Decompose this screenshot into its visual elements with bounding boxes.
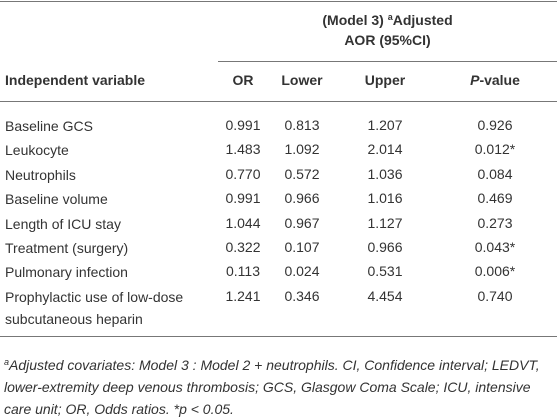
cell-value: 1.207 xyxy=(367,117,403,133)
row-label: Length of ICU stay xyxy=(5,215,121,232)
cell-value: 4.454 xyxy=(367,287,403,304)
cell-value: 0.966 xyxy=(284,190,320,207)
group-header-prefix: (Model 3) xyxy=(322,12,388,28)
group-rule xyxy=(218,61,557,62)
cell-value: 0.531 xyxy=(367,263,403,280)
cell-value: 0.113 xyxy=(226,263,260,280)
row-label: Baseline GCS xyxy=(5,118,93,134)
cell-value: 1.483 xyxy=(225,141,261,158)
cell-value: 1.127 xyxy=(367,214,403,231)
cell-value: 0.012* xyxy=(474,141,516,158)
cell-value: 0.572 xyxy=(284,165,320,182)
row-label: Leukocyte xyxy=(5,142,69,159)
cell-value: 0.967 xyxy=(284,214,320,231)
footnote-text: Adjusted covariates: Model 3 : Model 2 +… xyxy=(4,357,540,417)
column-header-italic: P xyxy=(470,72,480,88)
cell-value: 0.740 xyxy=(477,287,513,304)
bottom-rule xyxy=(0,336,557,337)
cell-value: 0.991 xyxy=(225,190,261,207)
cell-value: 0.926 xyxy=(477,117,513,133)
cell-value: 0.024 xyxy=(284,263,320,280)
column-header-rest: -value xyxy=(479,72,520,88)
cell-value: 0.043* xyxy=(474,239,516,255)
cell-value: 0.346 xyxy=(284,287,320,304)
header-rule xyxy=(0,101,557,102)
cell-value: 0.469 xyxy=(477,190,513,207)
cell-value: 0.273 xyxy=(477,214,513,231)
cell-value: 1.036 xyxy=(367,165,403,182)
footnote: aAdjusted covariates: Model 3 : Model 2 … xyxy=(4,354,552,420)
cell-value: 1.016 xyxy=(367,190,403,207)
cell-value: 1.092 xyxy=(284,141,320,158)
cell-value: 2.014 xyxy=(367,141,403,158)
cell-value: 0.084 xyxy=(477,165,513,182)
cell-value: 0.006* xyxy=(474,263,516,280)
row-label: Neutrophils xyxy=(5,166,76,183)
group-header: (Model 3) aAdjusted AOR (95%CI) xyxy=(218,10,557,50)
column-header: Upper xyxy=(364,72,406,88)
column-header: Independent variable xyxy=(5,72,146,88)
cell-value: 0.107 xyxy=(284,239,320,255)
row-label: Treatment (surgery) xyxy=(5,240,129,256)
cell-value: 0.322 xyxy=(225,239,261,255)
cell-value: 1.241 xyxy=(225,287,261,304)
row-label: Baseline volume xyxy=(5,191,108,208)
cell-value: 0.991 xyxy=(225,117,261,133)
column-header: OR xyxy=(232,72,254,88)
column-header: P-value xyxy=(440,70,550,90)
footnote-sup: a xyxy=(4,357,10,367)
column-header: Lower xyxy=(281,72,323,88)
group-header-line2: AOR (95%CI) xyxy=(344,32,431,48)
group-header-sup: a xyxy=(387,12,393,22)
row-label: Pulmonary infection xyxy=(5,264,128,281)
cell-value: 0.770 xyxy=(225,165,261,182)
cell-value: 0.813 xyxy=(284,117,320,133)
cell-value: 0.966 xyxy=(367,239,403,255)
cell-value: 1.044 xyxy=(225,214,261,231)
group-header-text: Adjusted xyxy=(392,12,453,28)
row-label: Prophylactic use of low-dose subcutaneou… xyxy=(5,288,184,327)
top-rule xyxy=(0,1,557,2)
